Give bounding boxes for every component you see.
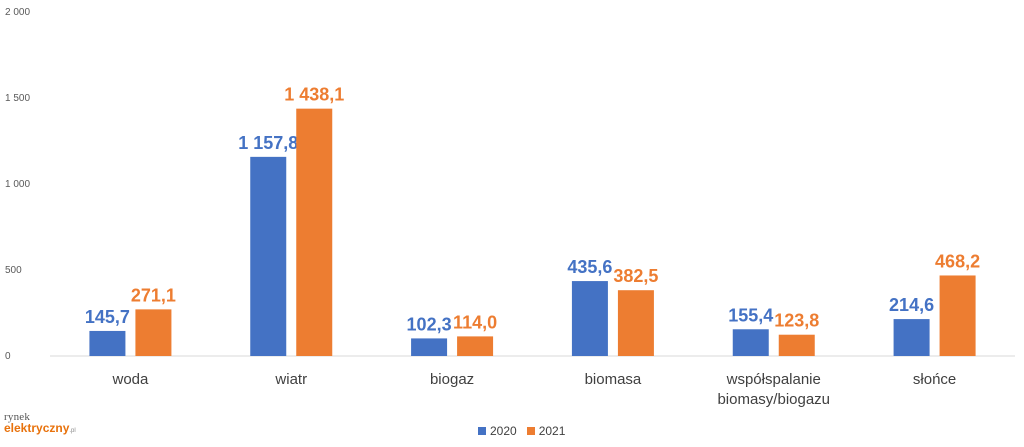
data-label-2021: 468,2 [935,251,980,271]
logo-suffix: .pl [69,428,76,434]
x-tick-label: biogaz [430,371,474,388]
x-tick-label: wiatr [274,371,307,388]
legend-label-2021: 2021 [538,424,566,438]
logo-wordmark: elektryczny [4,421,70,435]
legend-item-2021: 2021 [526,424,566,438]
x-tick-label: biomasy/biogazu [717,391,830,408]
logo-line-2: elektryczny.pl [4,422,76,434]
x-tick-label: słońce [913,371,956,388]
data-label-2020: 145,7 [85,307,130,327]
bar-2021 [457,336,494,356]
legend-label-2020: 2020 [490,424,517,438]
bar-2021 [617,290,654,356]
data-label-2021: 114,0 [453,312,497,332]
data-label-2021: 123,8 [774,311,819,331]
legend-swatch-2020 [478,427,486,435]
x-tick-label: biomasa [585,371,642,388]
legend-swatch-2021 [526,427,535,435]
bar-2021 [778,334,815,356]
bar-2021 [296,108,333,357]
bar-2020 [893,319,930,356]
bar-2020 [250,156,287,356]
y-tick-label: 1 500 [5,93,30,104]
x-tick-label: współspalanie [726,371,821,388]
data-label-2020: 1 157,8 [238,133,298,153]
data-label-2020: 102,3 [407,314,452,334]
bar-2020 [89,330,126,356]
y-tick-label: 2 000 [5,7,30,18]
y-tick-label: 1 000 [5,179,30,190]
publisher-logo: rynek elektryczny.pl [4,411,76,435]
y-tick-label: 500 [5,265,22,276]
data-label-2020: 214,6 [889,295,934,315]
logo-line-1: rynek [4,411,31,423]
data-label-2021: 1 438,1 [284,85,344,105]
bar-2021 [135,309,172,356]
data-label-2021: 271,1 [131,285,176,305]
x-tick-label: woda [111,371,149,388]
bar-2020 [411,338,448,356]
legend: 2020 2021 [478,424,575,438]
data-label-2020: 155,4 [728,305,773,325]
bar-2020 [571,281,608,356]
bar-2021 [939,275,976,356]
bar-2020 [732,329,769,356]
data-label-2020: 435,6 [567,257,612,277]
legend-item-2020: 2020 [478,424,517,438]
y-tick-label: 0 [5,351,11,362]
data-label-2021: 382,5 [613,266,658,286]
